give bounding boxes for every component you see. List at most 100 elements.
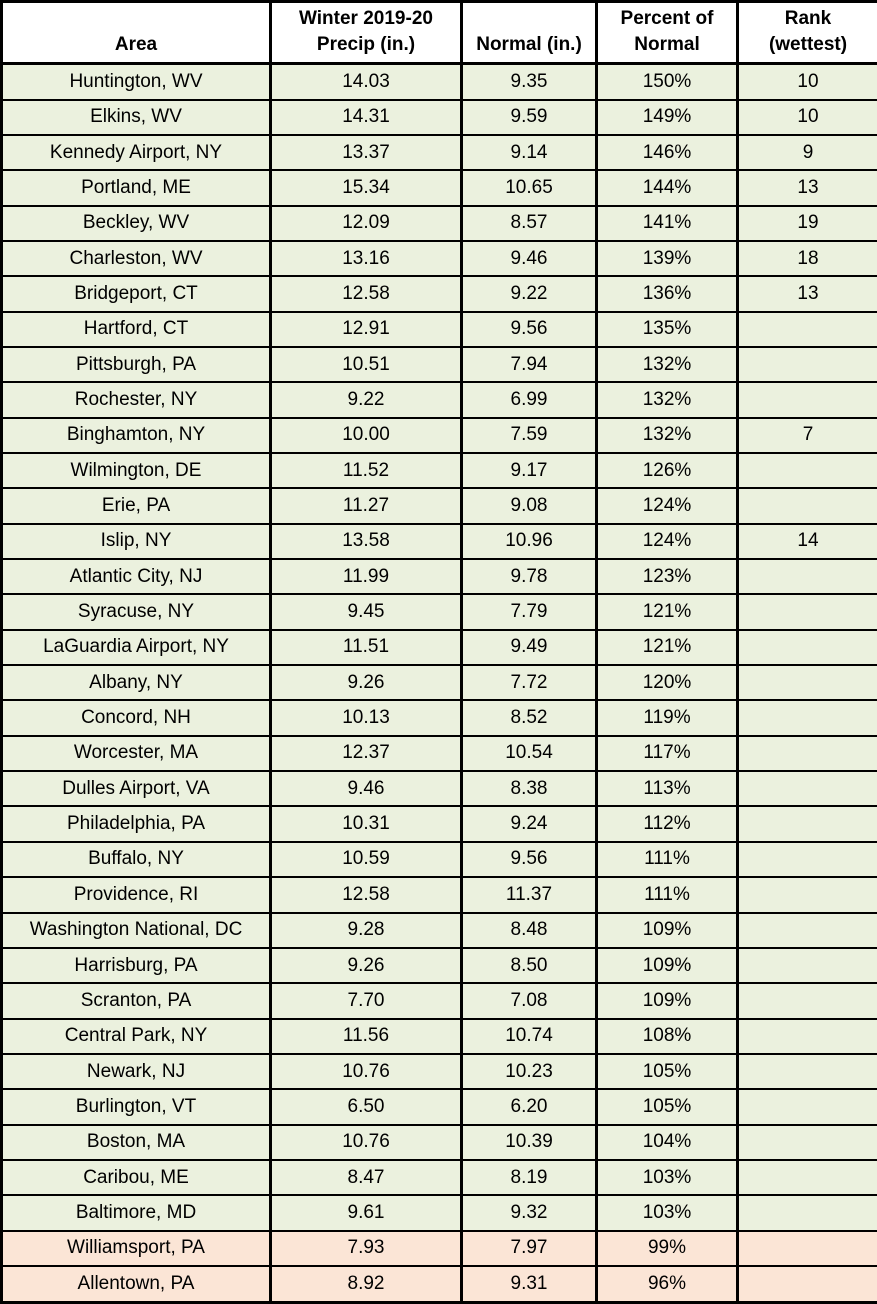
cell-area: Bridgeport, CT: [0, 275, 272, 313]
cell-normal: 10.74: [460, 1017, 598, 1055]
cell-area: Buffalo, NY: [0, 840, 272, 879]
cell-precip: 10.13: [269, 699, 463, 737]
table-row: Allentown, PA 8.92 9.31 96%: [0, 1264, 877, 1304]
cell-rank: [736, 840, 877, 879]
table-row: Rochester, NY 9.22 6.99 132%: [0, 381, 877, 419]
header-line: Precip (in.): [316, 34, 416, 56]
cell-percent: 109%: [595, 911, 739, 949]
cell-area: Pittsburgh, PA: [0, 345, 272, 384]
cell-rank: [736, 310, 877, 349]
cell-area: Worcester, MA: [0, 734, 272, 773]
cell-area: Portland, ME: [0, 169, 272, 207]
cell-area: Albany, NY: [0, 664, 272, 702]
cell-rank: [736, 734, 877, 773]
cell-area: Elkins, WV: [0, 98, 272, 136]
cell-area: Allentown, PA: [0, 1264, 272, 1304]
cell-percent: 126%: [595, 452, 739, 490]
cell-rank: [736, 1052, 877, 1091]
cell-percent: 109%: [595, 946, 739, 985]
cell-percent: 124%: [595, 487, 739, 525]
cell-percent: 132%: [595, 345, 739, 384]
table-row: Worcester, MA 12.37 10.54 117%: [0, 734, 877, 773]
cell-normal: 9.78: [460, 558, 598, 596]
header-line: Normal: [634, 34, 700, 56]
cell-area: Harrisburg, PA: [0, 946, 272, 985]
cell-percent: 132%: [595, 381, 739, 419]
col-header-rank: Rank (wettest): [736, 0, 877, 65]
table-row: Erie, PA 11.27 9.08 124%: [0, 487, 877, 525]
cell-normal: 9.35: [460, 62, 598, 101]
cell-rank: [736, 1017, 877, 1055]
cell-normal: 10.39: [460, 1123, 598, 1161]
cell-precip: 9.26: [269, 946, 463, 985]
table-row: Albany, NY 9.26 7.72 120%: [0, 664, 877, 702]
cell-percent: 111%: [595, 876, 739, 914]
table-row: Bridgeport, CT 12.58 9.22 136% 13: [0, 275, 877, 313]
cell-precip: 11.99: [269, 558, 463, 596]
cell-rank: [736, 805, 877, 843]
cell-precip: 9.28: [269, 911, 463, 949]
table-row: Burlington, VT 6.50 6.20 105%: [0, 1088, 877, 1126]
cell-precip: 13.37: [269, 133, 463, 172]
cell-precip: 10.51: [269, 345, 463, 384]
header-line: (wettest): [768, 34, 848, 56]
table-row: Wilmington, DE 11.52 9.17 126%: [0, 452, 877, 490]
cell-rank: [736, 664, 877, 702]
cell-rank: [736, 1088, 877, 1126]
cell-normal: 8.38: [460, 770, 598, 808]
table-row: Baltimore, MD 9.61 9.32 103%: [0, 1194, 877, 1232]
table-row: Kennedy Airport, NY 13.37 9.14 146% 9: [0, 133, 877, 172]
cell-area: Hartford, CT: [0, 310, 272, 349]
cell-normal: 9.46: [460, 239, 598, 278]
cell-area: Islip, NY: [0, 522, 272, 561]
cell-area: Huntington, WV: [0, 62, 272, 101]
cell-normal: 10.96: [460, 522, 598, 561]
cell-rank: [736, 1264, 877, 1304]
cell-precip: 14.31: [269, 98, 463, 136]
cell-precip: 12.09: [269, 204, 463, 242]
table-row: Boston, MA 10.76 10.39 104%: [0, 1123, 877, 1161]
cell-percent: 96%: [595, 1264, 739, 1304]
cell-percent: 108%: [595, 1017, 739, 1055]
cell-rank: [736, 381, 877, 419]
cell-rank: [736, 1229, 877, 1267]
cell-area: Erie, PA: [0, 487, 272, 525]
table-row: Elkins, WV 14.31 9.59 149% 10: [0, 98, 877, 136]
cell-rank: [736, 1194, 877, 1232]
cell-rank: 13: [736, 275, 877, 313]
cell-rank: [736, 770, 877, 808]
table-row: Central Park, NY 11.56 10.74 108%: [0, 1017, 877, 1055]
table-row: Dulles Airport, VA 9.46 8.38 113%: [0, 770, 877, 808]
cell-precip: 12.58: [269, 876, 463, 914]
cell-precip: 11.56: [269, 1017, 463, 1055]
cell-area: Washington National, DC: [0, 911, 272, 949]
cell-precip: 8.92: [269, 1264, 463, 1304]
table-row: Providence, RI 12.58 11.37 111%: [0, 876, 877, 914]
table-row: Beckley, WV 12.09 8.57 141% 19: [0, 204, 877, 242]
cell-percent: 111%: [595, 840, 739, 879]
cell-normal: 8.48: [460, 911, 598, 949]
col-header-normal: Normal (in.): [460, 0, 598, 65]
cell-area: Philadelphia, PA: [0, 805, 272, 843]
cell-normal: 9.14: [460, 133, 598, 172]
cell-precip: 11.27: [269, 487, 463, 525]
cell-precip: 6.50: [269, 1088, 463, 1126]
table-row: Philadelphia, PA 10.31 9.24 112%: [0, 805, 877, 843]
table-row: Washington National, DC 9.28 8.48 109%: [0, 911, 877, 949]
cell-normal: 9.08: [460, 487, 598, 525]
cell-area: Williamsport, PA: [0, 1229, 272, 1267]
cell-rank: [736, 593, 877, 631]
cell-percent: 123%: [595, 558, 739, 596]
cell-rank: 19: [736, 204, 877, 242]
cell-precip: 15.34: [269, 169, 463, 207]
cell-percent: 105%: [595, 1088, 739, 1126]
cell-precip: 9.61: [269, 1194, 463, 1232]
cell-percent: 144%: [595, 169, 739, 207]
cell-percent: 132%: [595, 416, 739, 455]
cell-normal: 7.79: [460, 593, 598, 631]
cell-precip: 13.58: [269, 522, 463, 561]
cell-percent: 113%: [595, 770, 739, 808]
cell-percent: 150%: [595, 62, 739, 101]
cell-normal: 8.19: [460, 1158, 598, 1197]
